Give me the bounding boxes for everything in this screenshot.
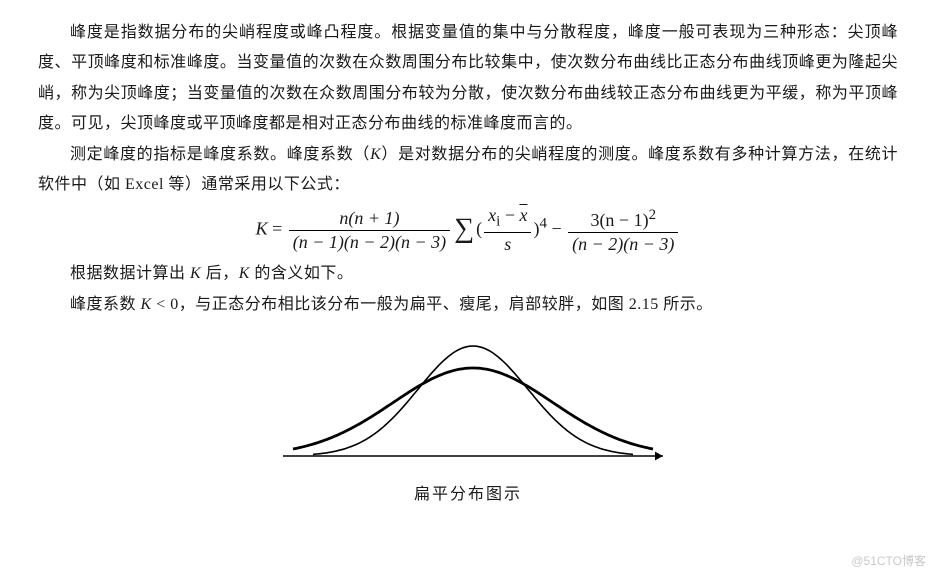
numerator-1: n(n + 1) [289,209,450,232]
text: 测定峰度的指标是峰度系数。峰度系数（ [70,146,370,163]
symbol-K: K [370,146,381,163]
power-4: 4 [539,216,547,232]
text: 峰度系数 [70,296,141,313]
paragraph-3: 根据数据计算出 K 后，K 的含义如下。 [38,259,898,289]
numerator-2: 3(n − 1)2 [568,207,678,234]
denominator-2: (n − 2)(n − 3) [568,233,678,255]
var-K: K [256,219,268,239]
watermark: @51CTO博客 [851,552,926,569]
minus: − [500,205,519,225]
equals: = [268,219,287,239]
numerator-xi: xi − x [484,206,531,233]
paragraph-2: 测定峰度的指标是峰度系数。峰度系数（K）是对数据分布的尖峭程度的测度。峰度系数有… [38,140,898,201]
fraction-xi: xi − xs [484,206,531,255]
text: 的含义如下。 [250,265,354,282]
var-x: x [488,205,496,225]
num2-main: 3(n − 1) [590,210,648,230]
flat-distribution-chart: 扁平分布图示 [38,326,898,510]
text: < 0，与正态分布相比该分布一般为扁平、瘦尾，肩部较胖，如图 2.15 所示。 [152,296,713,313]
text: 根据数据计算出 [70,265,190,282]
paragraph-1: 峰度是指数据分布的尖峭程度或峰凸程度。根据变量值的集中与分散程度，峰度一般可表现… [38,18,898,140]
sigma-icon: ∑ [454,215,474,243]
lparen: ( [476,219,482,239]
kurtosis-formula: K = n(n + 1)(n − 1)(n − 2)(n − 3)∑(xi − … [38,206,898,255]
var-xbar: x [519,205,527,225]
var-s: s [484,233,531,255]
paragraph-4: 峰度系数 K < 0，与正态分布相比该分布一般为扁平、瘦尾，肩部较胖，如图 2.… [38,290,898,320]
denominator-1: (n − 1)(n − 2)(n − 3) [289,231,450,253]
fraction-1: n(n + 1)(n − 1)(n − 2)(n − 3) [289,209,450,254]
minus-2: − [547,219,566,239]
power-2: 2 [649,207,657,223]
document-page: 峰度是指数据分布的尖峭程度或峰凸程度。根据变量值的集中与分散程度，峰度一般可表现… [0,0,936,520]
symbol-K: K [190,265,201,282]
distribution-svg [258,326,678,476]
chart-caption: 扁平分布图示 [38,480,898,510]
fraction-2: 3(n − 1)2(n − 2)(n − 3) [568,207,678,256]
symbol-K: K [141,296,152,313]
symbol-K: K [239,265,250,282]
text: 后， [201,265,239,282]
